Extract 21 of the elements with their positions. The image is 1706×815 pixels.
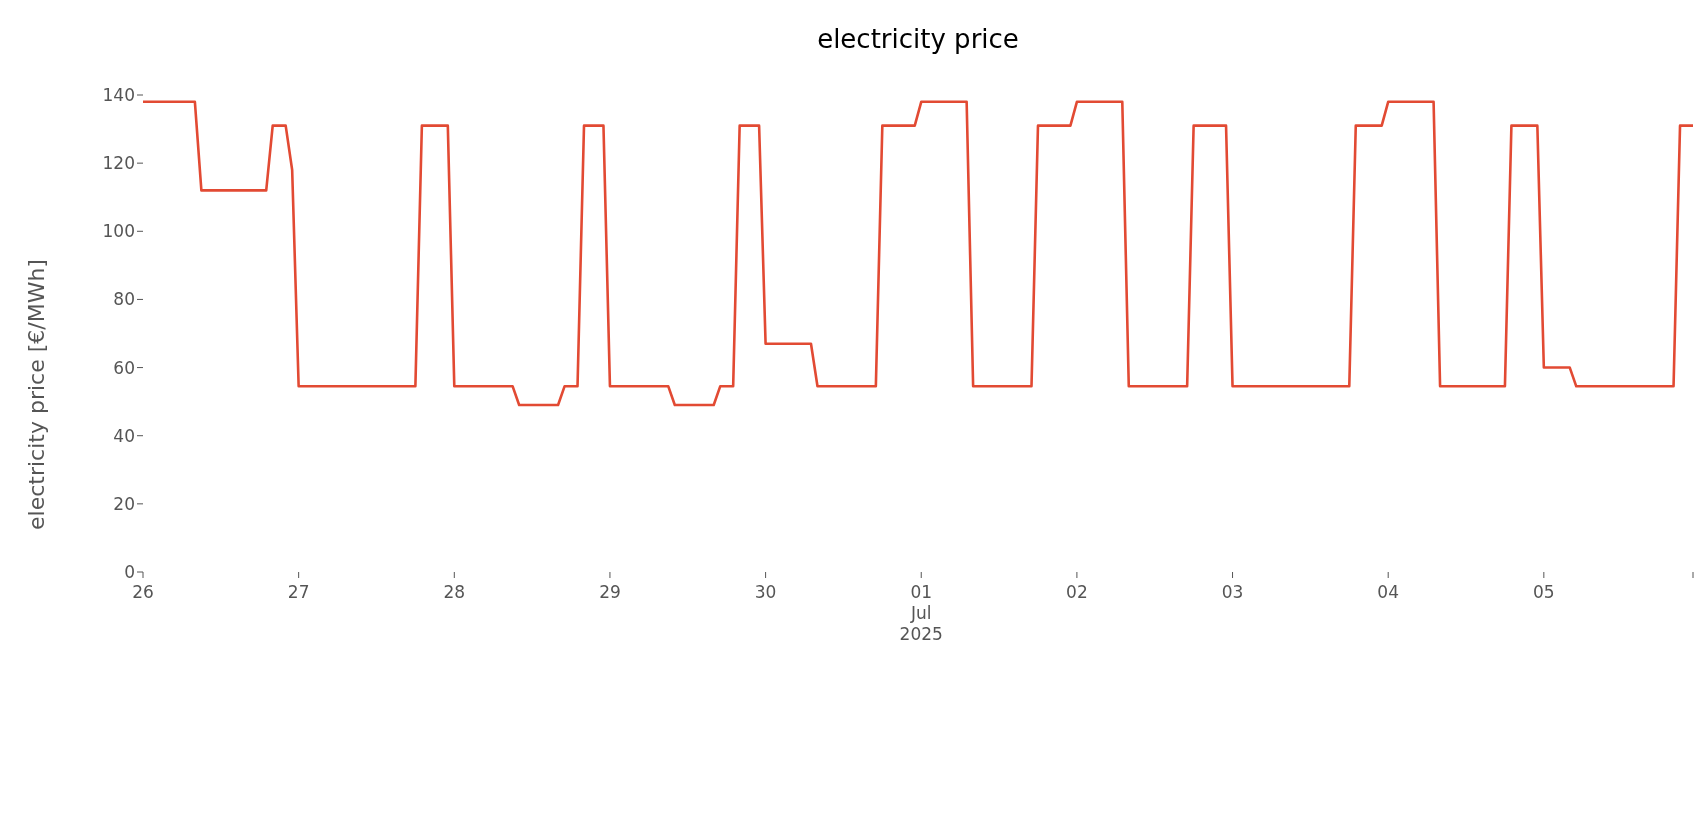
y-tick-label: 100 [102,221,135,242]
x-tick-label: 02 [1066,582,1088,602]
x-tick-label: 01 Jul 2025 [899,582,943,644]
x-tick-label: 04 [1377,582,1400,602]
y-tick-label: 40 [113,425,135,446]
y-tick-label: 60 [113,357,135,378]
x-tick-label: 29 [599,582,621,602]
x-tick-label: 05 [1533,582,1555,602]
x-tick-label: 30 [754,582,777,602]
y-tick-label: 120 [102,153,135,174]
y-tick-label: 0 [124,562,135,583]
y-axis-title: electricity price [€/MWh] [23,258,49,530]
x-tick-label: 28 [443,582,466,602]
line-series [143,100,1693,407]
chart-title: electricity price [816,24,1020,54]
y-tick-label: 20 [113,493,135,514]
x-tick-label: 03 [1221,582,1244,602]
y-tick-label: 140 [102,85,135,106]
y-tick-label: 80 [113,289,135,310]
x-tick-label: 27 [287,582,310,602]
x-tick-label: 26 [132,582,154,602]
